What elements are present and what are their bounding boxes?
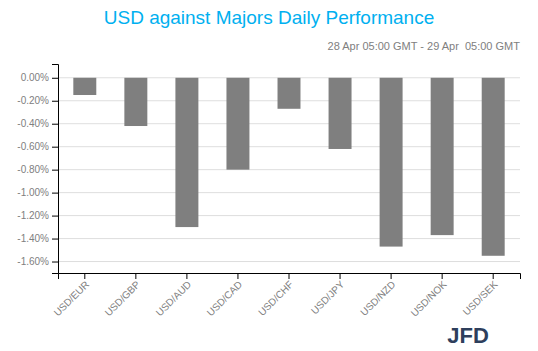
x-tick: USD/EUR [52, 273, 92, 318]
y-axis: 0.00% -0.20% -0.40% -0.60% -0.80% -1.00% -1.20… [17, 65, 58, 274]
x-tick-label: USD/JPY [309, 278, 347, 316]
x-tick-label: USD/CAD [205, 279, 245, 319]
plot: 0.00% -0.20% -0.40% -0.60% -0.80% -1.00% -1.20… [17, 65, 520, 319]
x-tick: USD/NZD [358, 273, 397, 318]
x-tick-label: USD/NZD [358, 279, 397, 318]
y-tick-mark [52, 193, 58, 194]
y-tick-mark [52, 101, 58, 102]
y-tick: -0.60% [17, 141, 58, 152]
x-tick-mark [391, 273, 392, 279]
y-tick-mark [52, 147, 58, 148]
title: USD against Majors Daily Performance [104, 7, 435, 28]
y-tick: 0.00% [21, 72, 58, 83]
subtitle: 28 Apr 05:00 GMT - 29 Apr 05:00 GMT [328, 40, 521, 52]
y-tick-mark [52, 239, 58, 240]
grid-line [58, 238, 520, 239]
x-tick-mark [186, 273, 187, 279]
x-tick: USD/SEK [461, 273, 500, 317]
x-tick: USD/GBP [103, 273, 143, 318]
y-axis-line [52, 65, 59, 274]
x-tick: USD/JPY [309, 273, 347, 316]
y-tick-label: -0.80% [17, 164, 49, 175]
y-tick-mark [52, 78, 58, 79]
y-tick: -0.80% [17, 164, 58, 175]
bar [329, 78, 352, 149]
bar [431, 78, 454, 235]
x-tick: USD/CHF [256, 273, 295, 318]
bar [380, 78, 403, 247]
bar [175, 78, 198, 227]
x-tick-label: USD/SEK [461, 278, 500, 317]
y-tick-label: 0.00% [21, 72, 49, 83]
y-tick-label: -0.20% [17, 95, 49, 106]
y-tick-label: -1.00% [17, 187, 49, 198]
y-tick-label: -1.20% [17, 210, 49, 221]
x-tick-mark [442, 273, 443, 279]
y-tick-label: -0.60% [17, 141, 49, 152]
grid-line [58, 261, 520, 262]
x-tick: USD/CAD [205, 273, 245, 318]
bar [278, 78, 301, 109]
grid [58, 78, 520, 262]
y-tick-mark [52, 216, 58, 217]
x-tick-label: USD/EUR [52, 279, 92, 319]
y-tick-label: -1.40% [17, 233, 49, 244]
bar [226, 78, 249, 170]
y-tick-label: -0.40% [17, 118, 49, 129]
x-tick-mark [289, 273, 290, 279]
annotation: JFD [447, 323, 489, 348]
x-tick: USD/NOK [409, 273, 449, 319]
y-tick-label: -1.60% [17, 256, 49, 267]
x-tick-mark [340, 273, 341, 279]
x-tick-label: USD/NOK [409, 278, 449, 318]
y-tick: -1.60% [17, 256, 58, 267]
x-tick-label: USD/CHF [256, 279, 295, 318]
x-tick-mark [493, 273, 494, 279]
y-tick-mark [52, 170, 58, 171]
x-axis-line [59, 274, 521, 280]
y-tick: -0.20% [17, 95, 58, 106]
bar [124, 78, 147, 126]
x-tick-label: USD/GBP [103, 278, 143, 318]
x-axis: USD/EUR USD/GBP USD/AUD USD/CAD USD/CHF USD/J… [52, 273, 521, 319]
y-tick: -1.00% [17, 187, 58, 198]
y-tick-mark [52, 124, 58, 125]
y-tick-mark [52, 262, 58, 263]
x-tick: USD/AUD [154, 273, 194, 318]
x-tick-label: USD/AUD [154, 279, 194, 319]
chart: USD against Majors Daily Performance 28 A… [0, 0, 538, 351]
x-tick-mark [84, 273, 85, 279]
x-tick-mark [237, 273, 238, 279]
y-tick: -0.40% [17, 118, 58, 129]
bars [73, 78, 504, 256]
bar [73, 78, 96, 95]
x-tick-mark [135, 273, 136, 279]
y-tick: -1.40% [17, 233, 58, 244]
y-tick: -1.20% [17, 210, 58, 221]
bar [482, 78, 505, 256]
